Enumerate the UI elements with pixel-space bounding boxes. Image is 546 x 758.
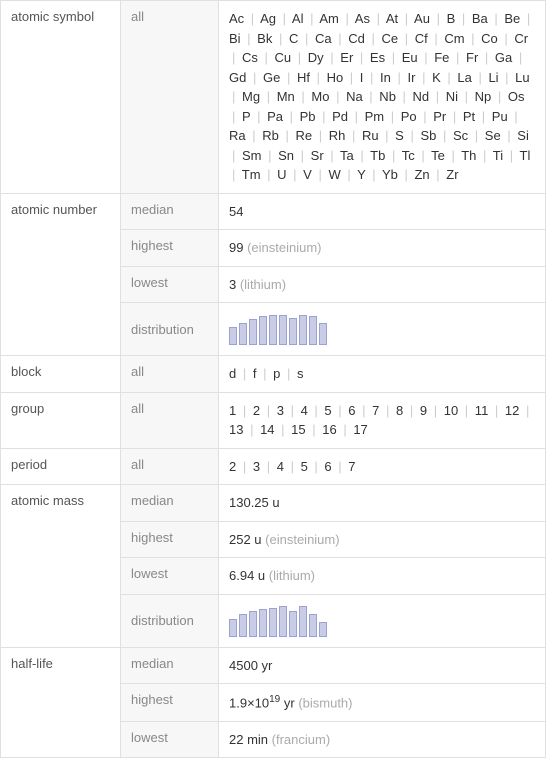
histogram-bar <box>279 315 287 345</box>
property-name: block <box>1 356 121 393</box>
table-row: lowest22 min (francium) <box>1 721 546 758</box>
stat-label: highest <box>121 684 219 722</box>
property-name-continuation <box>1 558 121 595</box>
histogram-bar <box>269 315 277 345</box>
table-row: distribution <box>1 303 546 356</box>
histogram-bar <box>319 622 327 636</box>
property-name-continuation <box>1 684 121 722</box>
distribution-histogram <box>229 311 535 347</box>
value-cell <box>219 594 546 647</box>
stat-label: all <box>121 448 219 485</box>
table-row: half-lifemedian4500 yr <box>1 647 546 684</box>
histogram-bar <box>239 323 247 345</box>
property-name: atomic number <box>1 193 121 230</box>
table-row: groupall1 | 2 | 3 | 4 | 5 | 6 | 7 | 8 | … <box>1 392 546 448</box>
value-cell: 3 (lithium) <box>219 266 546 303</box>
distribution-histogram <box>229 603 535 639</box>
properties-table: atomic symbolallAc | Ag | Al | Am | As |… <box>0 0 546 758</box>
histogram-bar <box>249 611 257 637</box>
histogram-bar <box>259 609 267 636</box>
table-row: highest1.9×1019 yr (bismuth) <box>1 684 546 722</box>
histogram-bar <box>259 316 267 345</box>
stat-label: lowest <box>121 266 219 303</box>
histogram-bar <box>239 614 247 636</box>
property-name: atomic symbol <box>1 1 121 194</box>
property-name: group <box>1 392 121 448</box>
histogram-bar <box>279 606 287 636</box>
histogram-bar <box>309 614 317 636</box>
table-row: periodall2 | 3 | 4 | 5 | 6 | 7 <box>1 448 546 485</box>
histogram-bar <box>319 323 327 345</box>
value-cell: 2 | 3 | 4 | 5 | 6 | 7 <box>219 448 546 485</box>
histogram-bar <box>299 315 307 345</box>
value-cell <box>219 303 546 356</box>
stat-label: lowest <box>121 558 219 595</box>
stat-label: all <box>121 1 219 194</box>
histogram-bar <box>289 318 297 345</box>
property-name-continuation <box>1 721 121 758</box>
histogram-bar <box>249 319 257 345</box>
histogram-bar <box>299 606 307 636</box>
table-row: highest252 u (einsteinium) <box>1 521 546 558</box>
value-cell: 1 | 2 | 3 | 4 | 5 | 6 | 7 | 8 | 9 | 10 |… <box>219 392 546 448</box>
table-row: distribution <box>1 594 546 647</box>
value-cell: 22 min (francium) <box>219 721 546 758</box>
histogram-bar <box>289 611 297 637</box>
property-name-continuation <box>1 303 121 356</box>
value-cell: Ac | Ag | Al | Am | As | At | Au | B | B… <box>219 1 546 194</box>
property-name-continuation <box>1 266 121 303</box>
stat-label: distribution <box>121 594 219 647</box>
histogram-bar <box>229 619 237 637</box>
histogram-bar <box>269 608 277 637</box>
stat-label: all <box>121 356 219 393</box>
histogram-bar <box>309 316 317 345</box>
table-row: atomic massmedian130.25 u <box>1 485 546 522</box>
value-cell: 99 (einsteinium) <box>219 230 546 267</box>
property-name-continuation <box>1 230 121 267</box>
table-row: atomic symbolallAc | Ag | Al | Am | As |… <box>1 1 546 194</box>
stat-label: all <box>121 392 219 448</box>
value-cell: 1.9×1019 yr (bismuth) <box>219 684 546 722</box>
value-cell: d | f | p | s <box>219 356 546 393</box>
property-name: half-life <box>1 647 121 684</box>
stat-label: lowest <box>121 721 219 758</box>
property-name: atomic mass <box>1 485 121 522</box>
table-row: blockalld | f | p | s <box>1 356 546 393</box>
table-row: highest99 (einsteinium) <box>1 230 546 267</box>
property-name: period <box>1 448 121 485</box>
histogram-bar <box>229 327 237 345</box>
value-cell: 4500 yr <box>219 647 546 684</box>
table-row: atomic numbermedian54 <box>1 193 546 230</box>
stat-label: median <box>121 193 219 230</box>
property-name-continuation <box>1 521 121 558</box>
stat-label: highest <box>121 230 219 267</box>
property-name-continuation <box>1 594 121 647</box>
stat-label: distribution <box>121 303 219 356</box>
stat-label: highest <box>121 521 219 558</box>
stat-label: median <box>121 647 219 684</box>
table-row: lowest6.94 u (lithium) <box>1 558 546 595</box>
value-cell: 252 u (einsteinium) <box>219 521 546 558</box>
stat-label: median <box>121 485 219 522</box>
value-cell: 130.25 u <box>219 485 546 522</box>
table-row: lowest3 (lithium) <box>1 266 546 303</box>
value-cell: 54 <box>219 193 546 230</box>
value-cell: 6.94 u (lithium) <box>219 558 546 595</box>
